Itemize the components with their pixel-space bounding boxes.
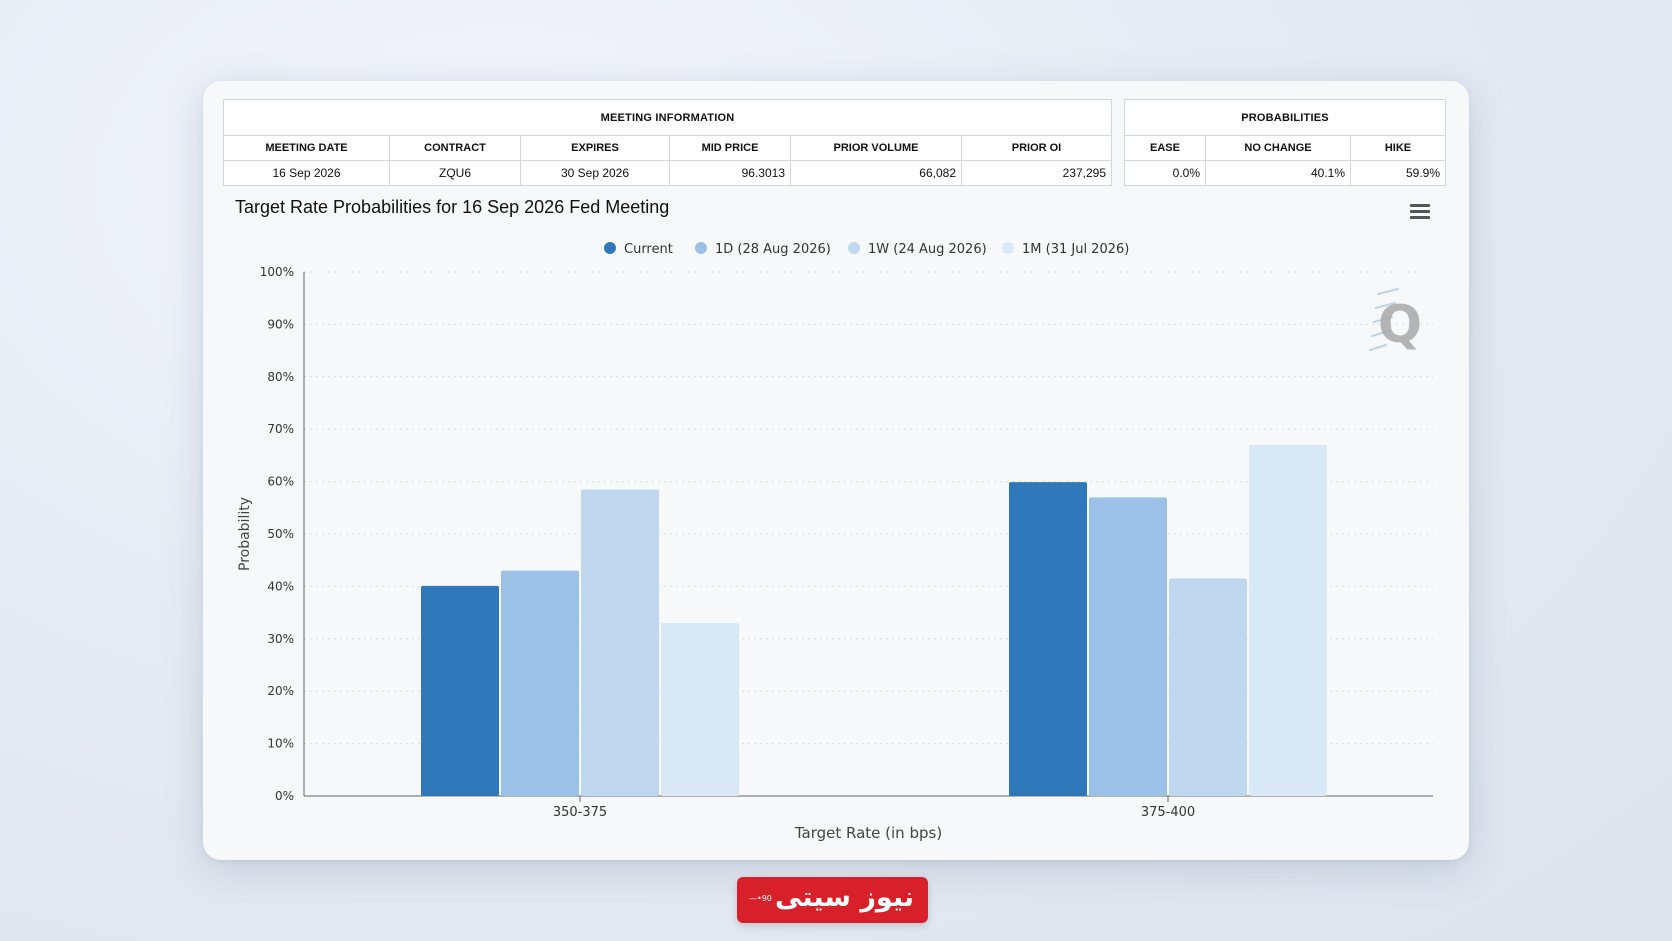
y-tick-label: 60% bbox=[267, 475, 294, 489]
y-tick-label: 40% bbox=[267, 579, 294, 593]
bar-0-2[interactable] bbox=[581, 489, 659, 796]
no-change-value: 40.1% bbox=[1205, 160, 1351, 186]
table-row: 0.0% 40.1% 59.9% bbox=[1124, 160, 1446, 186]
col-contract: CONTRACT bbox=[389, 135, 521, 161]
watermark-stroke bbox=[1377, 288, 1399, 295]
brand-logo-text: نیوز سیتی bbox=[775, 882, 914, 913]
prior-oi-value: 237,295 bbox=[961, 160, 1112, 186]
bar-0-0[interactable] bbox=[421, 585, 499, 796]
y-tick-label: 80% bbox=[267, 370, 294, 384]
col-prior-oi: PRIOR OI bbox=[961, 135, 1112, 161]
y-tick-label: 0% bbox=[275, 789, 294, 803]
y-axis-title: Probability bbox=[237, 497, 253, 571]
y-tick-label: 100% bbox=[260, 265, 294, 279]
y-tick-label: 90% bbox=[267, 317, 294, 331]
watermark-stroke bbox=[1369, 344, 1387, 351]
legend-marker-2[interactable] bbox=[848, 242, 860, 254]
hike-value: 59.9% bbox=[1350, 160, 1446, 186]
chart-title: Target Rate Probabilities for 16 Sep 202… bbox=[235, 197, 670, 217]
table-row: 16 Sep 2026 ZQU6 30 Sep 2026 96.3013 66,… bbox=[223, 160, 1112, 186]
probabilities-table: PROBABILITIES EASE NO CHANGE HIKE 0.0% 4… bbox=[1124, 99, 1446, 186]
x-tick-label: 375-400 bbox=[1141, 805, 1195, 820]
col-no-change: NO CHANGE bbox=[1205, 135, 1351, 161]
legend-marker-0[interactable] bbox=[604, 242, 616, 254]
bar-1-2[interactable] bbox=[1169, 578, 1247, 796]
legend-label-1[interactable]: 1D (28 Aug 2026) bbox=[715, 242, 831, 257]
bar-0-1[interactable] bbox=[501, 570, 579, 796]
col-prior-volume: PRIOR VOLUME bbox=[790, 135, 962, 161]
ease-value: 0.0% bbox=[1124, 160, 1206, 186]
legend-label-2[interactable]: 1W (24 Aug 2026) bbox=[868, 242, 987, 257]
watermark-stroke bbox=[1373, 316, 1393, 323]
mid-price-value: 96.3013 bbox=[669, 160, 791, 186]
y-tick-label: 30% bbox=[267, 632, 294, 646]
legend-marker-1[interactable] bbox=[695, 242, 707, 254]
legend-marker-3[interactable] bbox=[1002, 242, 1014, 254]
bar-1-1[interactable] bbox=[1089, 497, 1167, 796]
y-tick-label: 10% bbox=[267, 737, 294, 751]
bar-1-3[interactable] bbox=[1249, 444, 1327, 796]
prior-volume-value: 66,082 bbox=[790, 160, 962, 186]
x-tick-label: 350-375 bbox=[553, 805, 607, 820]
y-tick-label: 50% bbox=[267, 527, 294, 541]
hamburger-menu-icon[interactable] bbox=[1410, 204, 1430, 220]
brand-logo: —•90 نیوز سیتی bbox=[737, 877, 928, 923]
legend-label-3[interactable]: 1M (31 Jul 2026) bbox=[1022, 242, 1129, 257]
watermark-logo: Q bbox=[1378, 295, 1422, 355]
legend-label-0[interactable]: Current bbox=[624, 242, 673, 257]
contract-value: ZQU6 bbox=[389, 160, 521, 186]
expires-value: 30 Sep 2026 bbox=[520, 160, 670, 186]
col-hike: HIKE bbox=[1350, 135, 1446, 161]
y-tick-label: 70% bbox=[267, 422, 294, 436]
brand-logo-mark: —•90 bbox=[749, 894, 772, 903]
y-tick-label: 20% bbox=[267, 684, 294, 698]
probabilities-header: PROBABILITIES bbox=[1124, 99, 1446, 136]
col-ease: EASE bbox=[1124, 135, 1206, 161]
meeting-information-header: MEETING INFORMATION bbox=[223, 99, 1112, 136]
bar-1-0[interactable] bbox=[1009, 482, 1087, 796]
x-axis-title: Target Rate (in bps) bbox=[794, 824, 942, 842]
meeting-information-table: MEETING INFORMATION MEETING DATE CONTRAC… bbox=[223, 99, 1112, 186]
bar-0-3[interactable] bbox=[661, 623, 739, 796]
meeting-date-value: 16 Sep 2026 bbox=[223, 160, 390, 186]
watermark-stroke bbox=[1371, 330, 1390, 337]
watermark-stroke bbox=[1375, 302, 1396, 309]
